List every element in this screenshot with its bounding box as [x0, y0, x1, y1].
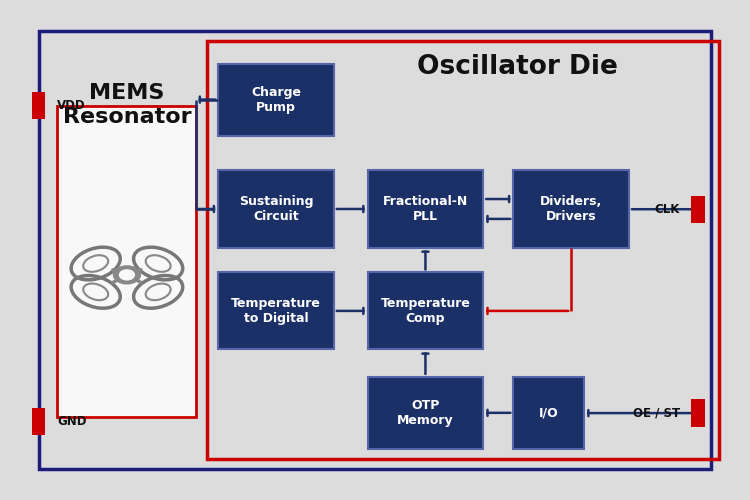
Text: VDD: VDD	[58, 100, 86, 112]
Ellipse shape	[146, 284, 171, 300]
Text: OTP
Memory: OTP Memory	[398, 399, 454, 427]
Bar	[39, 31, 711, 469]
Bar	[58, 106, 196, 416]
Bar	[218, 272, 334, 349]
Text: I/O: I/O	[538, 406, 559, 420]
Text: CLK: CLK	[655, 202, 680, 215]
Bar	[513, 170, 629, 248]
Text: Fractional-N
PLL: Fractional-N PLL	[382, 195, 468, 223]
Bar	[513, 377, 584, 449]
Ellipse shape	[146, 255, 171, 272]
Bar	[207, 41, 718, 459]
Bar	[691, 400, 704, 427]
Text: Dividers,
Drivers: Dividers, Drivers	[540, 195, 602, 223]
Text: MEMS
Resonator: MEMS Resonator	[62, 84, 191, 126]
Bar	[218, 170, 334, 248]
Bar	[32, 408, 46, 435]
Circle shape	[113, 266, 140, 284]
Bar	[218, 64, 334, 136]
Text: Temperature
to Digital: Temperature to Digital	[231, 297, 321, 325]
Bar	[368, 377, 483, 449]
Text: Oscillator Die: Oscillator Die	[416, 54, 617, 80]
Bar	[32, 92, 46, 120]
Bar	[368, 272, 483, 349]
Text: GND: GND	[58, 415, 87, 428]
Circle shape	[119, 270, 134, 280]
Text: Sustaining
Circuit: Sustaining Circuit	[238, 195, 314, 223]
Ellipse shape	[83, 284, 108, 300]
Text: Charge
Pump: Charge Pump	[251, 86, 301, 114]
Ellipse shape	[83, 255, 108, 272]
Text: OE / ST: OE / ST	[633, 406, 680, 420]
Bar	[691, 196, 704, 223]
Bar	[368, 170, 483, 248]
Text: Temperature
Comp: Temperature Comp	[380, 297, 470, 325]
